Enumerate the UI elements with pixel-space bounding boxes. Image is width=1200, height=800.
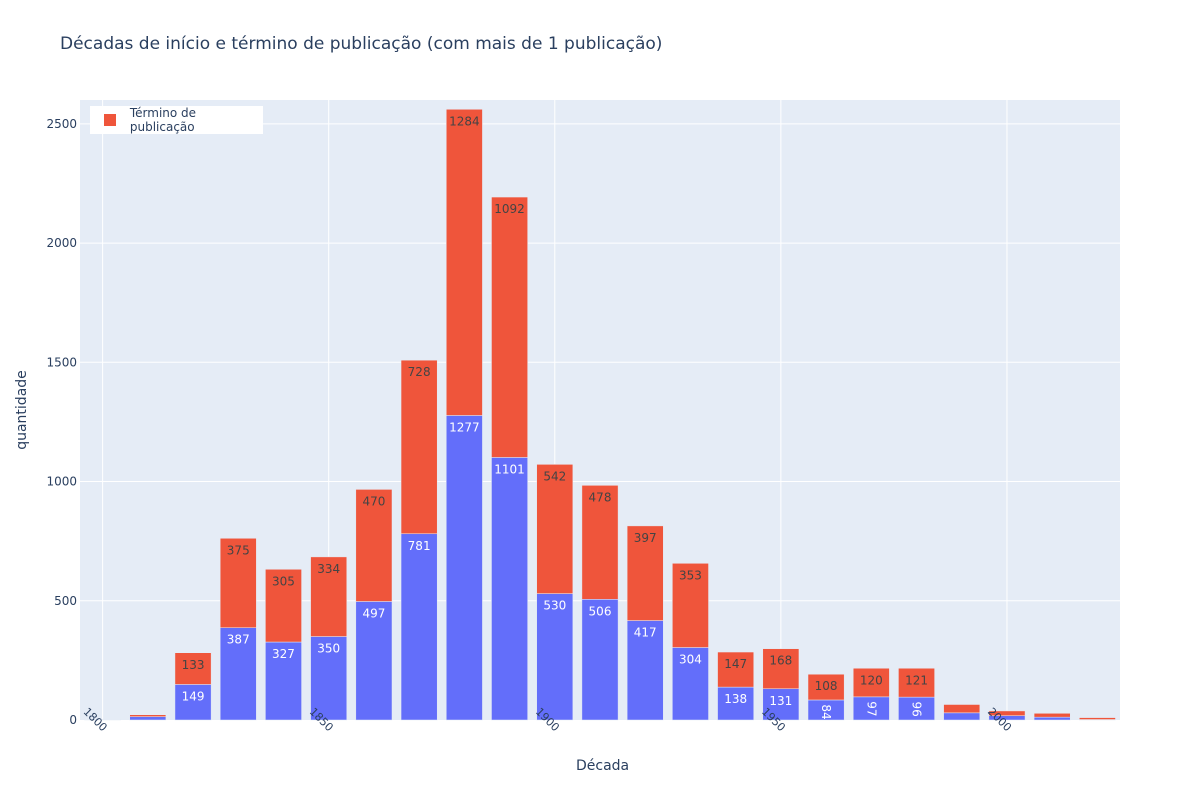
data-label-inicio: 149: [182, 689, 205, 703]
data-label-inicio: 1277: [449, 420, 480, 434]
bar-inicio: [1033, 716, 1071, 721]
bar-termino: [762, 648, 800, 690]
data-label-termino: 542: [543, 469, 566, 483]
bar-termino: [581, 485, 619, 600]
data-label-termino: 147: [724, 657, 747, 671]
bar-inicio: [717, 686, 754, 721]
bar-inicio: [581, 599, 619, 721]
data-label-inicio: 327: [272, 647, 295, 661]
bar-termino: [807, 673, 845, 701]
data-label-termino: 121: [905, 673, 928, 687]
data-label-inicio: 781: [408, 539, 431, 553]
bar-termino: [310, 556, 348, 637]
data-label-termino: 108: [815, 679, 838, 693]
data-label-termino: 133: [182, 658, 205, 672]
bar-termino: [491, 196, 528, 458]
y-tick-label: 500: [54, 594, 77, 608]
bar-termino: [1079, 717, 1116, 720]
bar-inicio: [536, 593, 574, 721]
data-label-inicio: 84: [819, 704, 833, 719]
legend-label-termino: Término de publicação: [129, 106, 197, 134]
data-label-inicio: 530: [543, 599, 566, 613]
bar-inicio: [943, 712, 981, 721]
bar-termino: [265, 569, 302, 643]
bar-termino: [129, 714, 167, 717]
data-label-inicio: 497: [362, 606, 385, 620]
legend[interactable]: Término de publicação: [90, 106, 263, 134]
y-tick-label: 0: [69, 713, 77, 727]
data-label-inicio: 138: [724, 692, 747, 706]
data-label-inicio: 350: [317, 642, 340, 656]
data-label-termino: 728: [408, 365, 431, 379]
bar-inicio: [400, 533, 438, 721]
data-label-termino: 305: [272, 574, 295, 588]
y-tick-label: 1000: [46, 475, 77, 489]
data-label-inicio: 1101: [494, 462, 525, 476]
x-axis-title: Década: [576, 758, 630, 774]
y-axis-title: quantidade: [14, 370, 30, 450]
data-label-termino: 1092: [494, 202, 525, 216]
data-label-inicio: 387: [227, 633, 250, 647]
chart-title: Décadas de início e término de publicaçã…: [60, 34, 663, 54]
bar-termino: [626, 525, 664, 621]
data-label-inicio: 304: [679, 653, 702, 667]
bar-termino: [536, 464, 574, 594]
bar-inicio: [219, 627, 257, 721]
data-label-inicio: 506: [589, 604, 612, 618]
data-label-termino: 353: [679, 568, 702, 582]
bar-inicio: [129, 716, 167, 721]
bar-inicio: [446, 415, 483, 721]
bar-termino: [672, 563, 709, 648]
bar-termino: [943, 704, 981, 714]
data-label-termino: 375: [227, 543, 250, 557]
bar-termino: [355, 489, 393, 602]
data-label-inicio: 131: [769, 694, 792, 708]
y-tick-label: 2500: [46, 117, 77, 131]
bar-inicio: [174, 684, 212, 721]
bar-termino: [400, 359, 438, 535]
data-label-termino: 478: [589, 490, 612, 504]
bar-termino: [988, 710, 1026, 716]
bar-termino: [717, 651, 754, 688]
data-label-inicio: 96: [910, 701, 924, 716]
bar-inicio: [626, 620, 664, 721]
bar-termino: [898, 668, 935, 698]
bar-termino: [1033, 713, 1071, 718]
bar-inicio: [762, 688, 800, 721]
data-label-termino: 1284: [449, 114, 480, 128]
legend-swatch-termino: [104, 114, 116, 126]
data-label-termino: 470: [362, 494, 385, 508]
data-label-inicio: 417: [634, 626, 657, 640]
data-label-termino: 168: [769, 654, 792, 668]
bar-inicio: [355, 601, 393, 721]
bar-termino: [852, 668, 890, 698]
data-label-inicio: 97: [864, 701, 878, 716]
data-label-termino: 120: [860, 673, 883, 687]
data-label-termino: 397: [634, 531, 657, 545]
y-tick-label: 2000: [46, 236, 77, 250]
bar-termino: [219, 538, 257, 628]
bar-inicio: [672, 647, 709, 721]
data-label-termino: 334: [317, 562, 340, 576]
bar-termino: [174, 652, 212, 685]
bar-inicio: [491, 457, 528, 721]
y-tick-label: 1500: [46, 355, 77, 369]
bar-termino: [446, 109, 483, 416]
